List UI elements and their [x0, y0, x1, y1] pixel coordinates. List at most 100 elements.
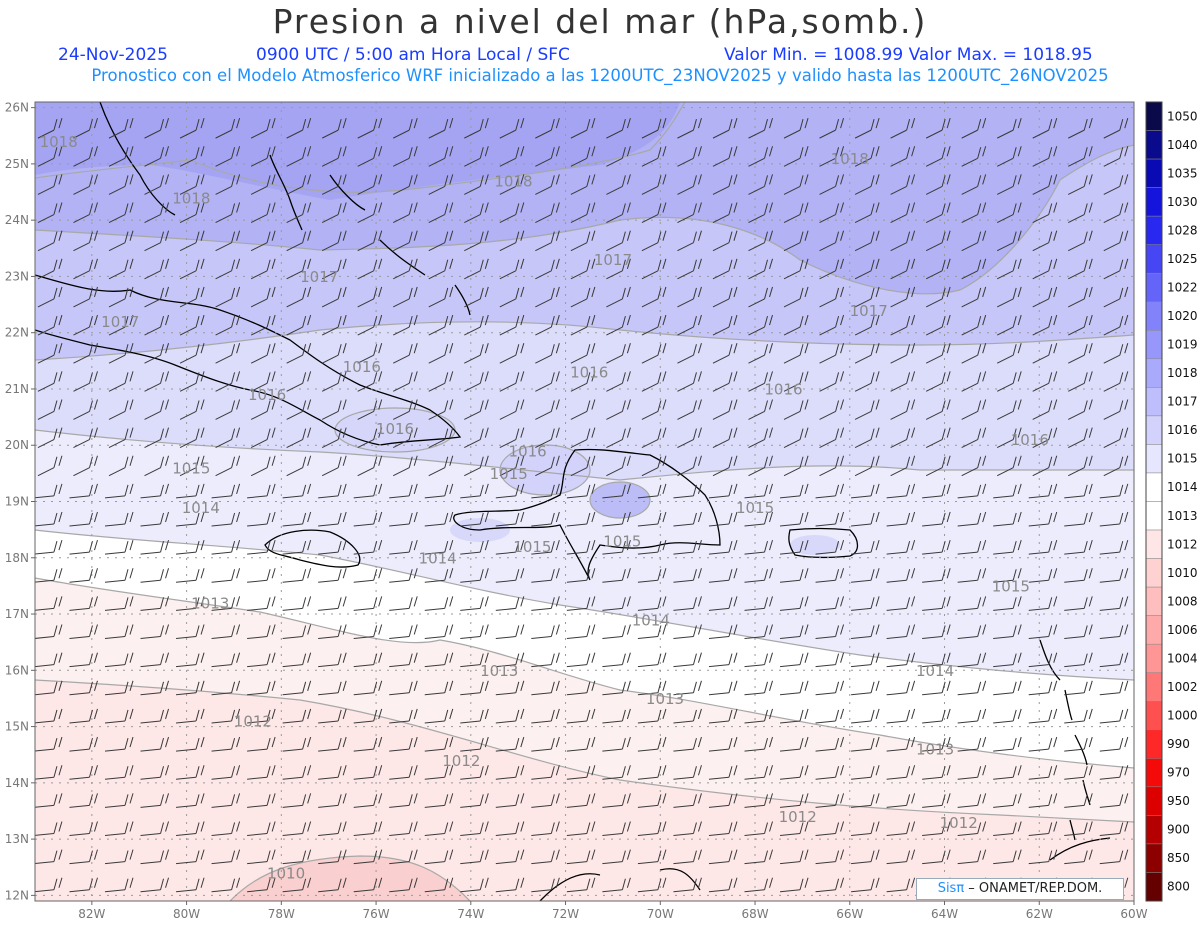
wind-barb — [851, 765, 880, 780]
wind-barb — [535, 371, 560, 392]
lat-label: 16N — [5, 663, 29, 677]
wind-barb — [783, 455, 809, 477]
wind-barb — [708, 708, 738, 724]
wind-barb — [819, 258, 845, 280]
wind-barb — [321, 258, 347, 280]
lat-label: 18N — [5, 551, 29, 565]
wind-barb — [104, 596, 134, 611]
longitude-labels: 82W 80W 78W 76W 74W 72W 70W 68W 66W 64W 62W 60W — [78, 901, 1148, 921]
wind-barb — [637, 765, 667, 780]
wind-barb — [744, 568, 773, 583]
wind-barb — [108, 343, 134, 364]
colorbar-swatch — [1145, 701, 1163, 731]
wind-barb — [993, 511, 1022, 527]
wind-barb — [428, 286, 454, 308]
lat-label: 15N — [5, 720, 29, 734]
wind-barb — [566, 877, 596, 893]
wind-barb — [1064, 680, 1093, 696]
wind-barb — [1032, 455, 1058, 477]
wind-barb — [712, 202, 738, 223]
wind-barb — [957, 708, 987, 724]
wind-barb — [211, 483, 241, 499]
wind-barb — [637, 793, 667, 808]
wind-barb — [318, 483, 347, 499]
wind-barb — [531, 765, 560, 780]
wind-barb — [37, 314, 63, 336]
wind-barb — [570, 455, 596, 477]
wind-barb — [424, 736, 454, 752]
wind-barb — [925, 202, 951, 223]
wind-barb — [854, 343, 880, 364]
wind-barb — [606, 117, 631, 139]
wind-barb — [321, 343, 347, 364]
wind-barb — [783, 314, 809, 336]
wind-barb — [424, 765, 454, 780]
shaded-pressure-field: 1018 1018 1018 1018 1017 1017 1017 1017 1016 1016… — [35, 102, 1134, 901]
colorbar-label: 900 — [1167, 823, 1190, 837]
wind-barb — [495, 793, 525, 808]
wind-barb — [1099, 652, 1129, 668]
wind-barb — [708, 793, 738, 808]
wind-barb — [1068, 286, 1093, 308]
lat-label: 19N — [5, 495, 29, 509]
wind-barb — [1028, 568, 1058, 583]
wind-barb — [35, 821, 63, 836]
colorbar-swatch — [1145, 758, 1163, 788]
wind-barb — [566, 821, 596, 836]
wind-barb — [673, 596, 702, 611]
wind-barb — [1064, 821, 1093, 836]
wind-barb — [499, 314, 525, 336]
wind-barb — [393, 117, 418, 139]
colorbar-swatch — [1145, 215, 1163, 245]
wind-barb — [535, 202, 560, 223]
wind-barb — [424, 511, 454, 527]
wind-barb — [712, 427, 738, 449]
wind-barb — [744, 849, 773, 865]
wind-barb — [247, 708, 276, 724]
wind-barb — [1099, 849, 1129, 865]
wind-barb — [677, 202, 702, 223]
isobar-label: 1015 — [172, 459, 210, 477]
wind-barb — [819, 455, 845, 477]
wind-barb — [890, 117, 916, 139]
wind-barb — [566, 736, 596, 752]
wind-barb — [495, 539, 525, 555]
wind-barb — [104, 652, 134, 668]
wind-barb — [144, 371, 170, 392]
wind-barb — [318, 596, 347, 611]
wind-barb — [69, 624, 98, 640]
wind-barb — [641, 258, 667, 280]
wind-barb — [69, 765, 98, 780]
wind-barb — [282, 568, 312, 583]
wind-barb — [993, 539, 1022, 555]
wind-barb — [144, 117, 170, 139]
wind-barb — [602, 596, 631, 611]
wind-barb — [854, 314, 880, 336]
wind-barb — [854, 455, 880, 477]
wind-barb — [602, 680, 631, 696]
colorbar-swatch — [1145, 415, 1163, 445]
wind-barb — [993, 568, 1022, 583]
wind-barb — [961, 202, 987, 223]
wind-barb — [318, 539, 347, 555]
wind-barb — [886, 483, 916, 499]
wind-barb — [779, 511, 809, 527]
wind-barb — [460, 849, 489, 865]
colorbar-label: 1030 — [1167, 195, 1198, 209]
wind-barb — [851, 652, 880, 668]
colorbar-swatch — [1145, 501, 1163, 531]
wind-barb — [925, 146, 951, 167]
isobar-label: 1015 — [513, 538, 551, 556]
wind-barb — [922, 568, 951, 583]
wind-barb — [890, 286, 916, 308]
isobar-label: 1016 — [1011, 431, 1049, 449]
wind-barb — [211, 708, 241, 724]
band-1012 — [35, 680, 1134, 901]
wind-barb — [886, 539, 916, 555]
wind-barb — [708, 596, 738, 611]
wind-barb — [108, 174, 134, 195]
wind-barb — [922, 765, 951, 780]
wind-barb — [925, 343, 951, 364]
wind-barb — [464, 343, 489, 364]
wind-barb — [176, 793, 205, 808]
